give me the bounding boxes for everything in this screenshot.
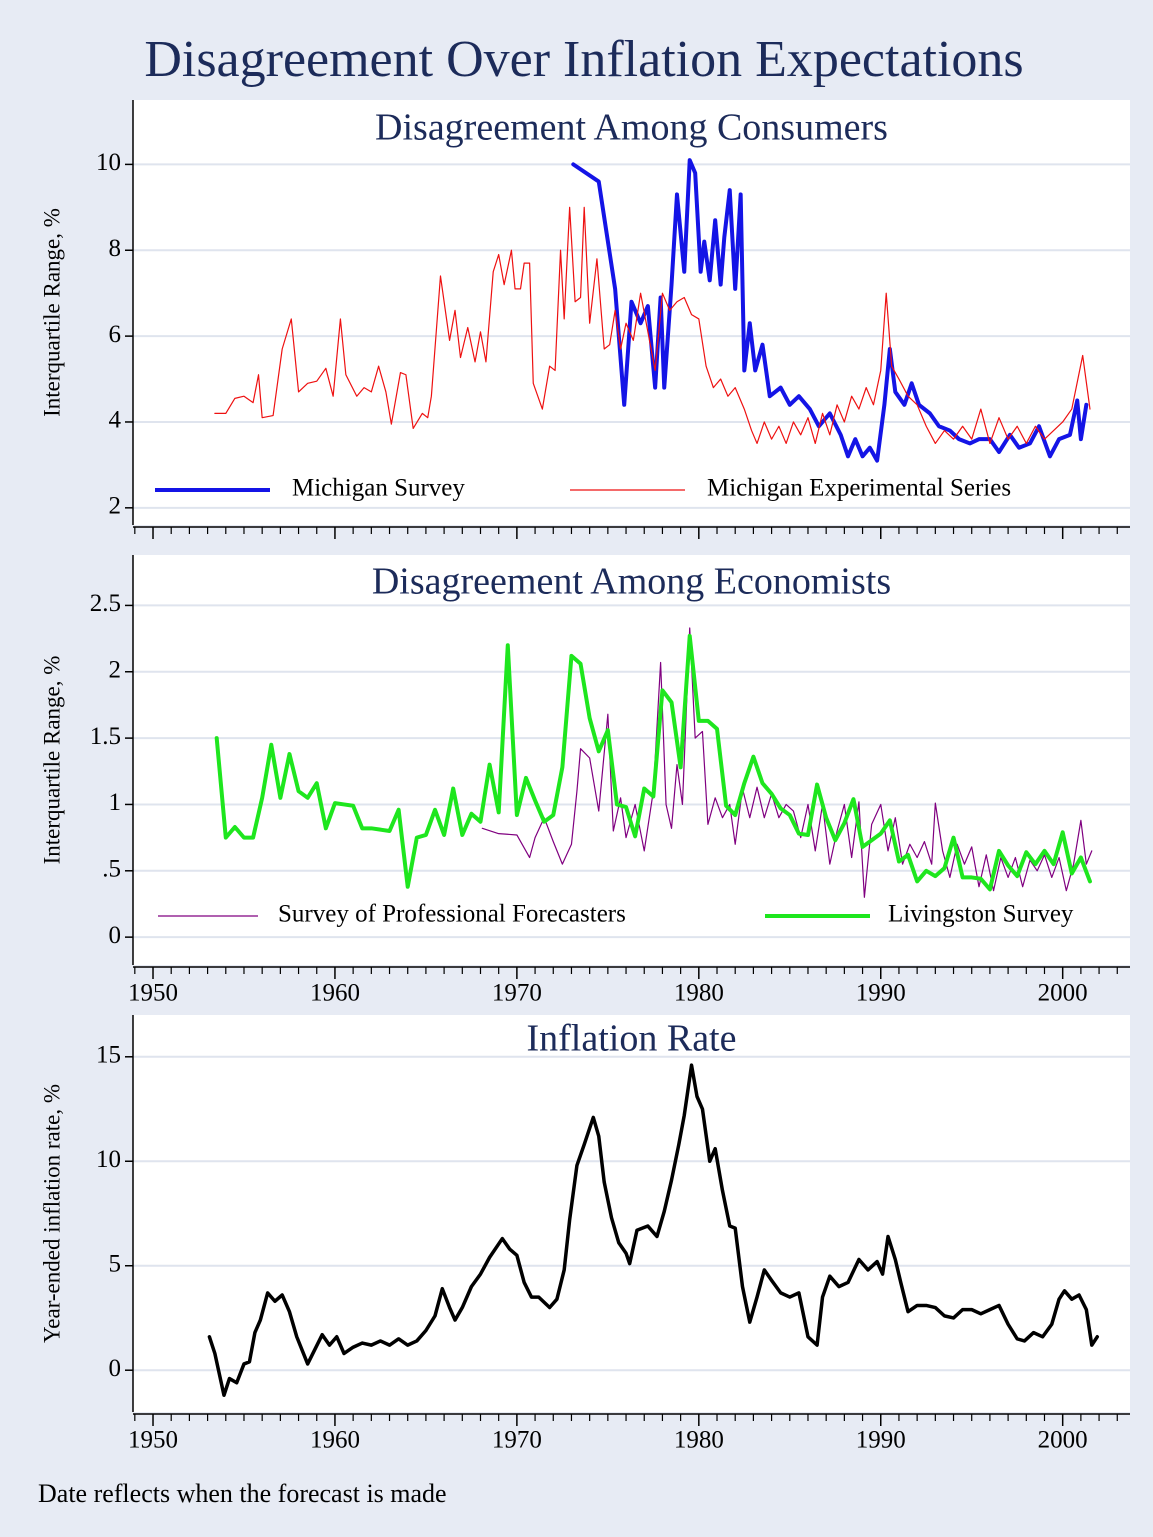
note: Date reflects when the forecast is made [38, 1479, 447, 1508]
y-axis-label: Interquartile Range, % [39, 208, 64, 417]
x-tick-label: 1960 [310, 980, 360, 1007]
legend-label: Livingston Survey [888, 901, 1074, 928]
series-line [571, 158, 1089, 463]
y-axis-label: Interquartile Range, % [39, 656, 64, 865]
x-tick-label: 1990 [856, 1427, 906, 1454]
panel-title: Disagreement Among Consumers [375, 107, 888, 149]
y-tick-label: 0 [109, 922, 122, 949]
panel-title: Disagreement Among Economists [372, 561, 891, 603]
y-tick-label: 2.5 [90, 590, 121, 617]
series-line [214, 633, 1092, 892]
x-tick-label: 1960 [310, 1427, 360, 1454]
y-tick-label: 1.5 [90, 723, 121, 750]
y-tick-label: 1 [109, 789, 122, 816]
y-tick-label: 4 [109, 407, 122, 434]
y-tick-label: 2 [109, 656, 122, 683]
series-line [207, 1063, 1099, 1398]
y-tick-label: .5 [102, 856, 121, 883]
panel-title: Inflation Rate [527, 1018, 737, 1060]
x-tick-label: 2000 [1038, 1427, 1088, 1454]
plot-area [133, 555, 1130, 965]
y-tick-label: 2 [109, 493, 122, 520]
y-tick-label: 0 [109, 1355, 122, 1382]
x-tick-label: 1990 [856, 980, 906, 1007]
x-tick-label: 1970 [492, 1427, 542, 1454]
x-tick-label: 1970 [492, 980, 542, 1007]
main-title: Disagreement Over Inflation Expectations [144, 31, 1023, 88]
legend-label: Michigan Experimental Series [707, 475, 1011, 502]
y-tick-label: 6 [109, 321, 122, 348]
y-tick-label: 10 [96, 149, 121, 176]
y-tick-label: 8 [109, 235, 122, 262]
y-axis-label: Year-ended inflation rate, % [39, 1084, 64, 1343]
x-tick-label: 2000 [1038, 980, 1088, 1007]
x-tick-label: 1980 [674, 980, 724, 1007]
series-line [214, 206, 1091, 445]
y-tick-label: 10 [96, 1146, 121, 1173]
plot-area [133, 1015, 1130, 1412]
legend-label: Michigan Survey [292, 475, 465, 502]
y-tick-label: 5 [109, 1250, 122, 1277]
x-tick-label: 1950 [128, 980, 178, 1007]
series-line [481, 627, 1093, 898]
y-tick-label: 15 [96, 1042, 121, 1069]
legend-label: Survey of Professional Forecasters [278, 901, 626, 928]
x-tick-label: 1950 [128, 1427, 178, 1454]
x-tick-label: 1980 [674, 1427, 724, 1454]
